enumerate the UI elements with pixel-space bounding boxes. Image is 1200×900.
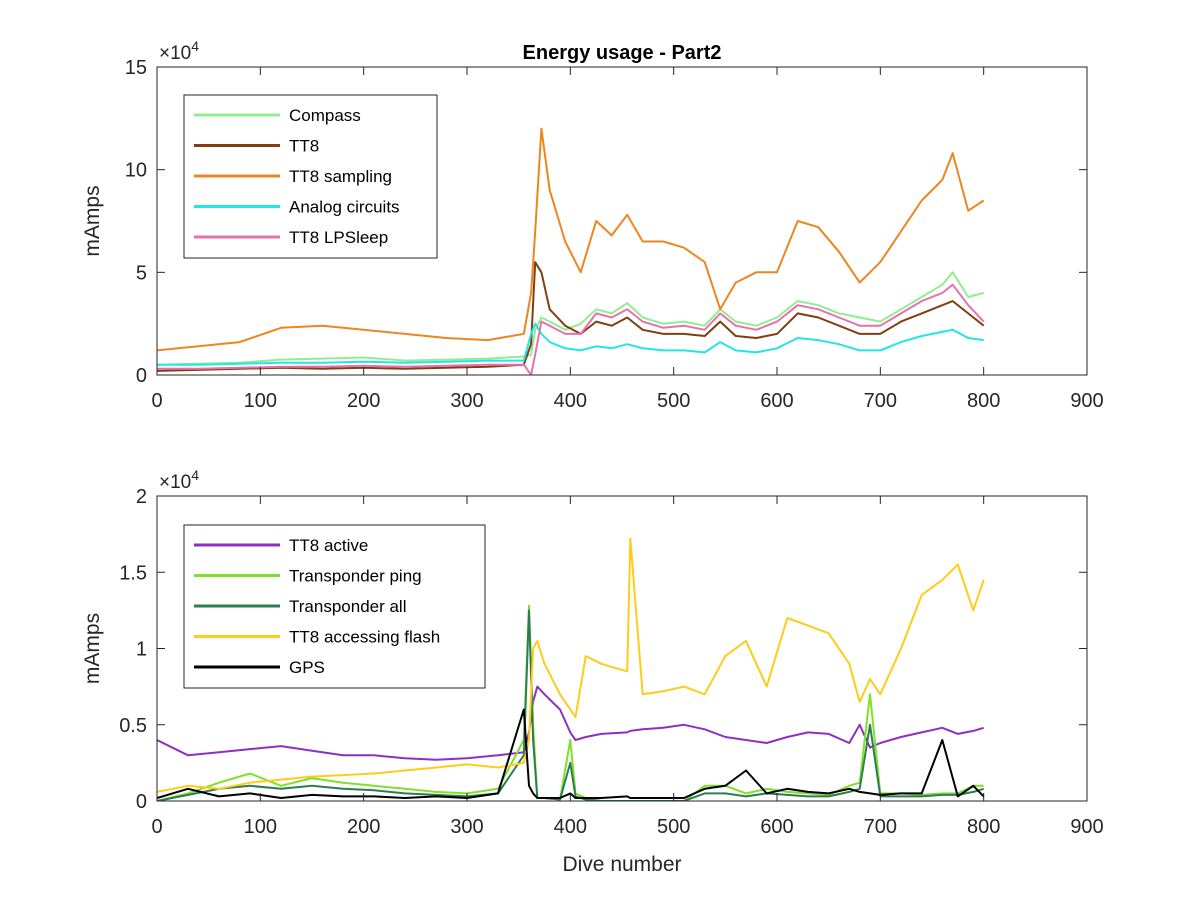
chart-0-y-exponent-base: ×10 bbox=[159, 43, 191, 64]
chart-1-ylabel: mAmps bbox=[81, 613, 104, 684]
chart-0-xtick-label: 900 bbox=[1070, 390, 1103, 412]
chart-0-ytick-label: 10 bbox=[125, 160, 147, 182]
chart-0-legend-label: TT8 sampling bbox=[289, 167, 392, 186]
chart-1-series-transponder-ping bbox=[157, 604, 984, 801]
chart-1-xtick-label: 800 bbox=[967, 816, 1000, 838]
chart-0-legend-label: Compass bbox=[289, 106, 361, 125]
chart-0-title: Energy usage - Part2 bbox=[523, 42, 722, 64]
chart-1-xtick-label: 900 bbox=[1070, 816, 1103, 838]
chart-1-legend-label: Transponder all bbox=[289, 597, 407, 616]
chart-0-xtick-label: 0 bbox=[151, 390, 162, 412]
chart-1-series-transponder-all bbox=[157, 609, 984, 801]
chart-0-series-tt8 bbox=[157, 261, 985, 372]
chart-1-legend-label: Transponder ping bbox=[289, 567, 422, 586]
chart-1-xtick-label: 100 bbox=[244, 816, 277, 838]
chart-1-ytick-label: 1 bbox=[136, 639, 147, 661]
chart-1-xtick-label: 300 bbox=[450, 816, 483, 838]
chart-1-ytick-label: 0.5 bbox=[119, 715, 147, 737]
chart-0-xtick-label: 700 bbox=[864, 390, 897, 412]
chart-0-xtick-label: 400 bbox=[554, 390, 587, 412]
chart-0-series-analog-circuits bbox=[157, 322, 984, 366]
chart-0-series-group bbox=[157, 127, 985, 375]
chart-0-axes-box bbox=[156, 66, 1088, 376]
chart-1-xtick-label: 200 bbox=[347, 816, 380, 838]
chart-0-legend: Compass TT8 TT8 sampling Analog circuits TT8… bbox=[183, 94, 438, 259]
chart-0-y-exponent-power: 4 bbox=[191, 38, 199, 54]
chart-0-xtick-label: 300 bbox=[450, 390, 483, 412]
chart-1-legend-label: TT8 accessing flash bbox=[289, 628, 440, 647]
chart-0-xtick-label: 500 bbox=[657, 390, 690, 412]
chart-1-ytick-label: 0 bbox=[136, 791, 147, 813]
chart-1-xtick-label: 600 bbox=[760, 816, 793, 838]
chart-1-series-group bbox=[157, 537, 985, 801]
chart-1-xtick-label: 0 bbox=[151, 816, 162, 838]
chart-1-xlabel: Dive number bbox=[562, 853, 681, 876]
chart-1-y-exponent-power: 4 bbox=[191, 467, 199, 483]
chart-0-legend-label: TT8 bbox=[289, 137, 319, 156]
chart-1-y-exponent: ×104 bbox=[159, 467, 199, 493]
chart-0-ytick-label: 0 bbox=[136, 365, 147, 387]
chart-0-xtick-label: 200 bbox=[347, 390, 380, 412]
bottom-chart-panel: 0 100 200 300 400 500 600 700 800 900 0 0.5 1 1.5 2 ×10… bbox=[81, 467, 1104, 876]
chart-1-legend: TT8 active Transponder ping Transponder al… bbox=[183, 524, 486, 689]
chart-1-legend-label: TT8 active bbox=[289, 536, 368, 555]
chart-1-series-tt8-active bbox=[157, 685, 984, 761]
chart-0-ylabel: mAmps bbox=[81, 185, 104, 256]
chart-1-series-tt8-accessing-flash bbox=[157, 537, 985, 793]
chart-1-xtick-label: 400 bbox=[554, 816, 587, 838]
chart-0-series-tt8-lpsleep bbox=[157, 283, 985, 375]
top-chart-panel: 0 100 200 300 400 500 600 700 800 900 0 5 10 15 ×104 En… bbox=[81, 38, 1104, 412]
chart-0-xtick-label: 100 bbox=[244, 390, 277, 412]
chart-1-series-gps bbox=[157, 708, 985, 799]
chart-1-ytick-label: 1.5 bbox=[119, 562, 147, 584]
chart-1-y-exponent-base: ×10 bbox=[159, 472, 191, 493]
chart-0-legend-label: Analog circuits bbox=[289, 198, 400, 217]
chart-0-series-tt8-sampling bbox=[157, 127, 985, 352]
chart-0-series-compass bbox=[157, 271, 984, 366]
chart-0-ytick-label: 15 bbox=[125, 57, 147, 79]
chart-0-ytick-label: 5 bbox=[136, 262, 147, 284]
chart-1-xtick-label: 500 bbox=[657, 816, 690, 838]
chart-0-xtick-label: 800 bbox=[967, 390, 1000, 412]
chart-1-xtick-label: 700 bbox=[864, 816, 897, 838]
chart-1-legend-label: GPS bbox=[289, 658, 325, 677]
chart-0-xtick-label: 600 bbox=[760, 390, 793, 412]
chart-0-y-exponent: ×104 bbox=[159, 38, 199, 64]
chart-0-legend-label: TT8 LPSleep bbox=[289, 228, 388, 247]
chart-1-ytick-label: 2 bbox=[136, 486, 147, 508]
